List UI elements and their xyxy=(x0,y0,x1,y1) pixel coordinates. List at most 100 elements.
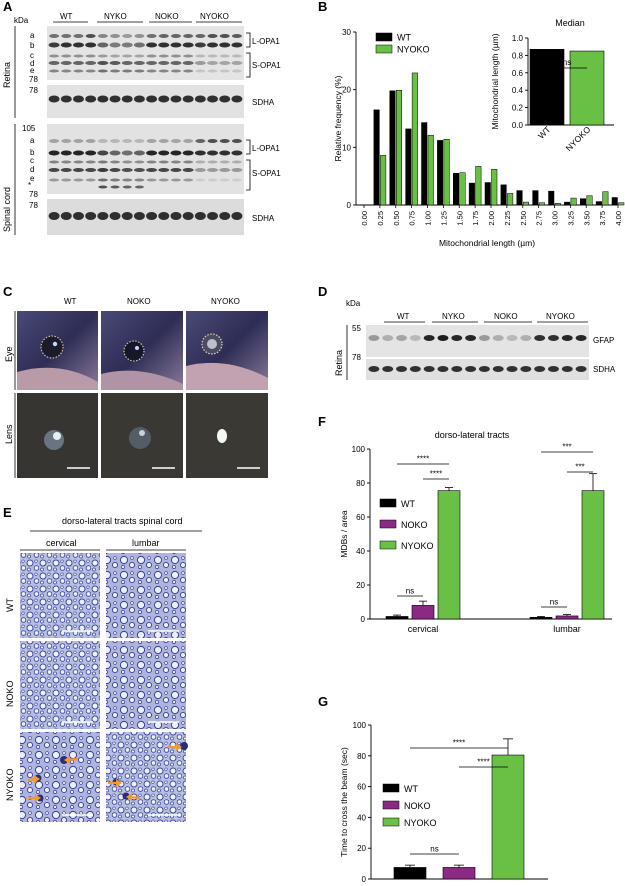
spinal-band-a-mark xyxy=(219,139,230,143)
spinal-band-d-mark xyxy=(170,168,182,172)
spinal-band-d-mark xyxy=(182,168,194,172)
histogram-bar-wt xyxy=(548,190,555,206)
retina-band-d-mark xyxy=(60,61,72,65)
beam-significance-label: **** xyxy=(477,758,489,767)
spinal-asterisk: * xyxy=(28,181,31,190)
gfap-band-mark xyxy=(382,335,394,341)
retina-band-c-mark xyxy=(122,54,133,58)
histogram-bar-wt xyxy=(453,173,459,206)
panel-e-title: dorso-lateral tracts spinal cord xyxy=(62,516,183,526)
median-x-tick-label: WT xyxy=(536,124,552,140)
retina-band-a-mark xyxy=(73,34,84,38)
retina-band-c: c xyxy=(30,51,34,60)
retina-band-c-mark xyxy=(231,54,242,58)
spinal-sdha-mark xyxy=(97,212,109,220)
eye-photo-nyoko xyxy=(186,311,268,390)
retina-band-d-mark xyxy=(158,61,170,65)
mdb-significance-label: **** xyxy=(417,455,429,464)
spinal-band-a-mark xyxy=(97,139,108,143)
beam-significance-label: **** xyxy=(453,739,465,748)
histogram-bar-nyoko xyxy=(459,172,466,206)
spinal-band-e-mark xyxy=(97,178,108,182)
retina-band-b-mark xyxy=(85,42,97,48)
median-title: Median xyxy=(555,18,585,28)
sdha-blot-d xyxy=(366,359,589,380)
histogram-x-tick-label: 2.50 xyxy=(519,211,528,226)
retina-band-e-mark xyxy=(170,69,181,73)
histology-noko-cervical xyxy=(20,641,100,729)
mdb-chart-y-tick-label: 60 xyxy=(356,513,365,522)
arrow-head xyxy=(34,775,40,783)
panel-c-row-lens: Lens xyxy=(4,424,14,444)
median-y-tick-label: 0.2 xyxy=(512,104,524,113)
beam-bar-wt xyxy=(393,867,427,880)
spinal-band-e-mark xyxy=(146,178,157,182)
retina-sdha-bands xyxy=(48,95,243,103)
retina-band-b-mark xyxy=(97,42,109,48)
histogram-x-tick-label: 1.00 xyxy=(424,211,433,226)
mdb-chart: dorso-lateral tracts 0 20 40 60 80 100 MDBs / a… xyxy=(339,430,612,634)
histogram-bar-nyoko xyxy=(618,202,625,206)
mdb-chart-title: dorso-lateral tracts xyxy=(435,430,510,440)
retina-band-b-mark xyxy=(133,42,145,48)
retina-band-e-mark xyxy=(183,69,194,73)
panel-d-lane-noko: NOKO xyxy=(494,312,518,321)
retina-opa1-bands xyxy=(48,34,243,73)
spinal-band-a-mark xyxy=(195,139,206,143)
spinal-sdha-mark xyxy=(231,212,243,220)
panel-c-col-wt: WT xyxy=(64,297,77,306)
histogram-bar-wt xyxy=(611,197,618,206)
mdb-significance-label: ns xyxy=(550,598,558,607)
spinal-sdha-mark xyxy=(109,212,121,220)
spinal-band-e: e xyxy=(30,174,35,183)
retina-band-b: b xyxy=(30,41,35,50)
histogram-legend-label-wt: WT xyxy=(397,33,411,43)
beam-chart-y-axis-title: Time to cross the beam (sec) xyxy=(339,747,349,857)
panel-d-marker-55: 55 xyxy=(352,324,361,333)
arrow-head xyxy=(176,743,182,751)
histogram-bar-wt xyxy=(595,201,602,206)
retina-sdha-mark xyxy=(48,95,60,103)
histogram-bar-nyoko xyxy=(443,139,450,206)
panel-c-label: C xyxy=(3,284,13,299)
sdha-band-mark-d xyxy=(423,366,435,372)
retina-band-e-mark xyxy=(122,69,133,73)
spinal-opa1-bands xyxy=(48,139,243,189)
retina-band-b-mark xyxy=(60,42,72,48)
histogram-y-axis-title: Relative frequency (%) xyxy=(333,75,343,161)
spinal-band-b-mark xyxy=(85,150,97,156)
eye-photo-noko xyxy=(101,311,183,390)
spinal-band-a-mark xyxy=(110,139,121,143)
spinal-band-d-mark xyxy=(219,168,231,172)
spinal-band-e-mark xyxy=(110,178,121,182)
panel-e-row-noko: NOKO xyxy=(5,680,15,707)
spinal-band-d-mark xyxy=(231,168,243,172)
retina-band-c-mark xyxy=(110,54,121,58)
spinal-band-c-mark xyxy=(85,160,96,164)
histogram-x-tick-label: 2.75 xyxy=(535,211,544,226)
retina-band-a-mark xyxy=(219,34,230,38)
retina-band-d-mark xyxy=(121,61,133,65)
retina-sdha-mark xyxy=(207,95,219,103)
spinal-band-c-mark xyxy=(134,160,145,164)
spinal-band-c-mark xyxy=(49,160,60,164)
spinal-sdha-mark xyxy=(72,212,84,220)
gfap-band-mark xyxy=(465,335,477,341)
retina-band-c-mark xyxy=(85,54,96,58)
spinal-sdha-mark xyxy=(182,212,194,220)
sdha-band-mark-d xyxy=(561,366,573,372)
histogram-y-tick-label: 20 xyxy=(342,86,351,95)
panel-e-row-nyoko: NYOKO xyxy=(5,768,15,801)
retina-band-a: a xyxy=(30,31,35,40)
retina-band-a-mark xyxy=(85,34,96,38)
retina-sdha-mark xyxy=(97,95,109,103)
mdb-bar-noko-lumbar xyxy=(555,615,579,620)
spinal-band-b-mark xyxy=(60,150,72,156)
panel-e-col-lumbar: lumbar xyxy=(132,538,160,548)
retina-sdha-mark xyxy=(219,95,231,103)
histogram-bar-wt xyxy=(421,122,428,206)
spinal-band-b-mark xyxy=(182,150,194,156)
retina-band-e-mark xyxy=(85,69,96,73)
retina-band-e-mark xyxy=(195,69,206,73)
histology-nyoko-cervical xyxy=(20,732,100,822)
